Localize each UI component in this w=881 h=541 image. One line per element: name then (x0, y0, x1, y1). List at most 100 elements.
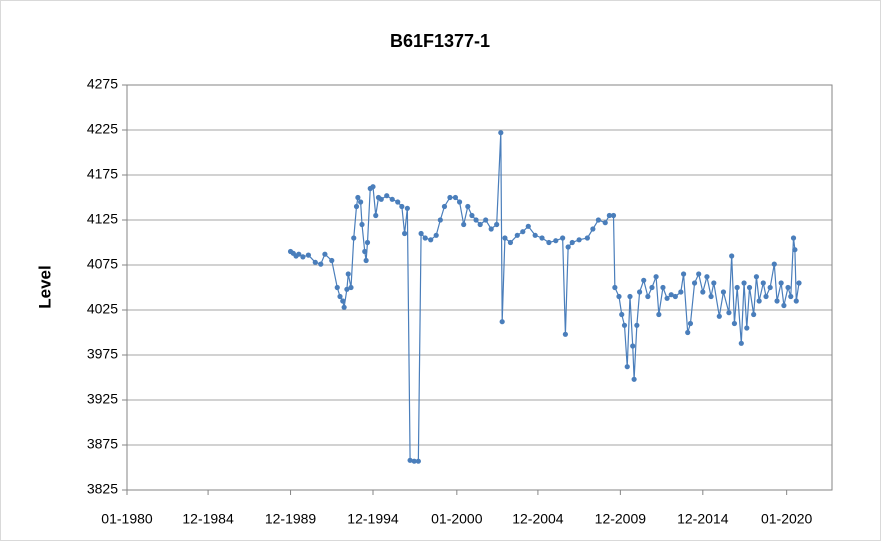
data-point (404, 205, 410, 211)
data-point (700, 289, 706, 295)
data-point (546, 239, 552, 246)
data-point (584, 235, 590, 241)
data-point (649, 284, 655, 291)
data-point (691, 280, 698, 286)
data-point (560, 235, 566, 241)
x-tick-label: 12-1984 (182, 511, 234, 527)
data-point (668, 292, 674, 298)
x-tick-label: 12-2014 (677, 511, 729, 527)
data-point (483, 217, 489, 223)
data-point (305, 252, 312, 258)
data-point (418, 230, 424, 237)
data-point (616, 293, 622, 300)
data-point (726, 310, 732, 316)
data-point (407, 457, 413, 463)
data-point (514, 232, 520, 238)
data-point (627, 293, 633, 300)
data-point (716, 313, 722, 319)
data-point (329, 257, 335, 264)
data-point (696, 271, 702, 277)
data-point (771, 261, 777, 267)
y-axis-label: Level (35, 265, 54, 308)
data-point (520, 229, 526, 235)
x-tick-label: 01-2020 (761, 511, 813, 527)
data-point (774, 298, 780, 304)
x-tick-label: 01-1980 (101, 511, 153, 527)
data-point (452, 194, 459, 201)
data-point (729, 253, 735, 259)
y-tick-label: 4075 (87, 256, 118, 272)
chart-title: B61F1377-1 (390, 31, 490, 51)
y-tick-label: 4275 (87, 76, 118, 92)
data-point (553, 238, 559, 244)
x-tick-label: 12-1994 (347, 511, 399, 527)
data-point (364, 239, 371, 246)
data-point (796, 280, 802, 286)
data-point (645, 293, 651, 300)
data-point (359, 221, 365, 228)
data-point (340, 298, 346, 304)
data-point (433, 232, 439, 238)
data-point (763, 293, 769, 300)
data-point (664, 295, 670, 301)
data-point (499, 319, 505, 325)
data-point (469, 212, 475, 219)
data-point (562, 331, 568, 337)
y-tick-label: 3925 (87, 391, 118, 407)
data-point (565, 244, 571, 250)
data-point (634, 322, 640, 328)
y-tick-label: 3975 (87, 346, 118, 362)
data-point (507, 239, 514, 246)
data-point (624, 364, 630, 370)
data-point (685, 329, 691, 336)
data-point (322, 251, 328, 257)
data-point (711, 280, 717, 286)
data-point (781, 302, 787, 309)
data-point (318, 261, 324, 267)
data-point (569, 239, 575, 246)
data-point (465, 203, 471, 210)
data-point (358, 199, 364, 205)
data-point (602, 220, 608, 226)
data-point (422, 235, 428, 241)
data-point (792, 247, 798, 253)
data-point (741, 280, 747, 286)
data-point (631, 376, 637, 382)
data-point (738, 340, 744, 346)
plot-border (126, 84, 833, 491)
data-point (734, 284, 740, 291)
data-point (441, 203, 448, 210)
data-point (384, 193, 390, 199)
data-point (630, 343, 636, 349)
data-point (355, 194, 361, 201)
y-tick-label: 4175 (87, 166, 118, 182)
y-tick-label: 4225 (87, 121, 118, 137)
data-point (576, 237, 582, 243)
data-point (678, 289, 684, 295)
data-point (590, 226, 596, 232)
data-point (653, 274, 659, 280)
data-point (785, 284, 791, 291)
data-point (612, 284, 618, 291)
x-tick-label: 01-2000 (431, 511, 483, 527)
data-point (606, 212, 612, 219)
data-point (672, 293, 678, 300)
y-tick-label: 4125 (87, 211, 118, 227)
y-tick-label: 3825 (87, 481, 118, 497)
data-point (660, 284, 666, 291)
data-point (790, 235, 797, 241)
y-tick-label: 3875 (87, 436, 118, 452)
data-point (456, 199, 463, 205)
data-point (704, 274, 710, 280)
data-point (687, 320, 694, 327)
data-point (334, 284, 340, 291)
data-point (525, 223, 531, 229)
data-point (428, 237, 434, 243)
data-point (767, 284, 773, 291)
data-point (720, 289, 727, 295)
data-point (610, 212, 617, 219)
data-point (348, 284, 354, 291)
data-point (461, 221, 467, 228)
